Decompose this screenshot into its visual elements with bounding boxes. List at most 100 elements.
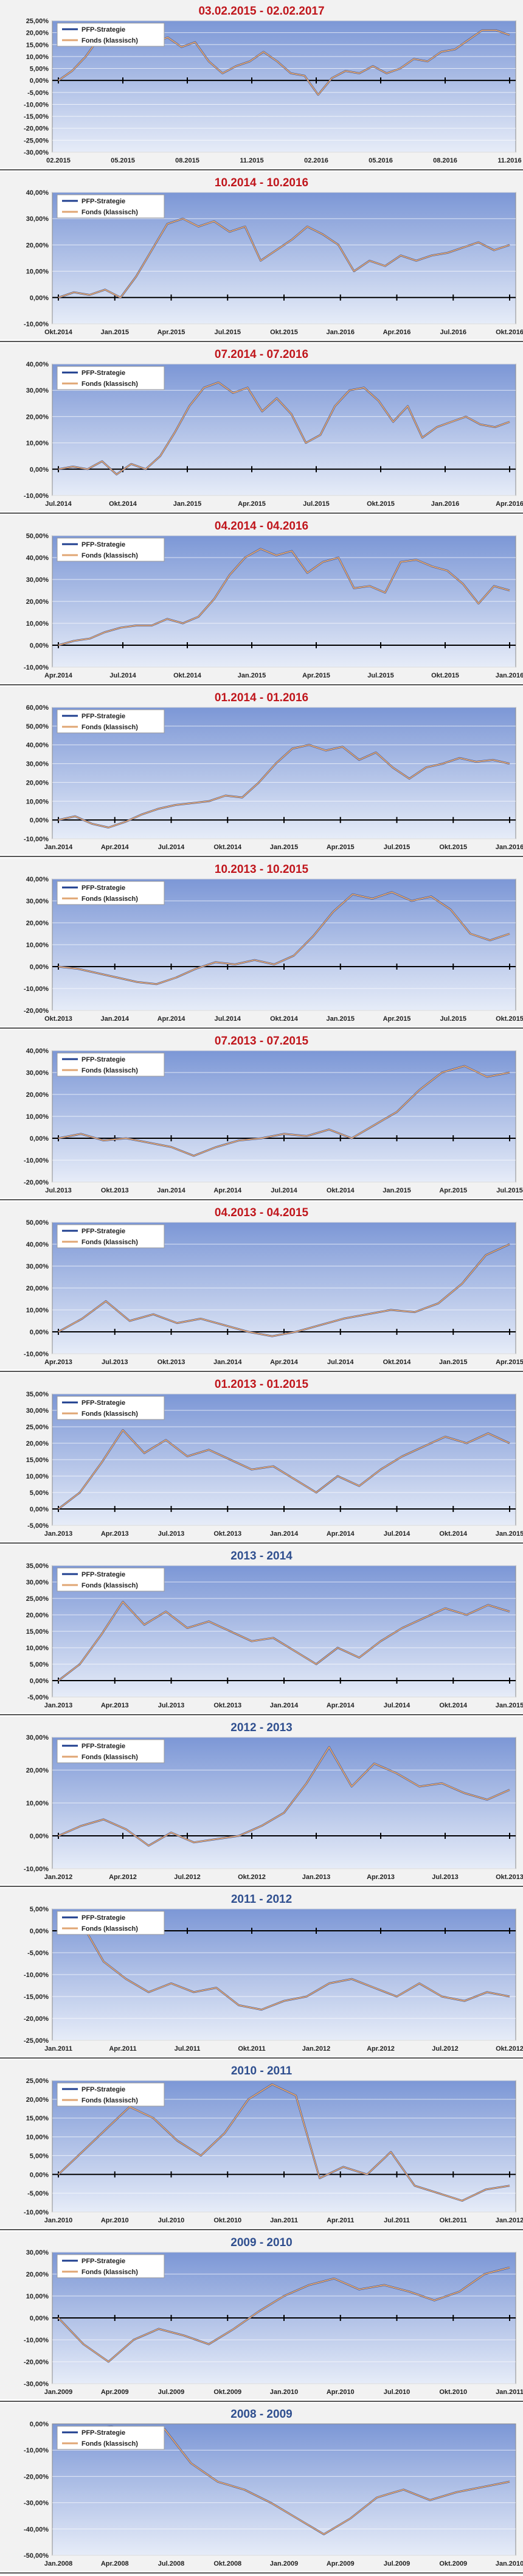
x-tick-label: Jan.2016 [431,500,459,508]
y-tick-label: 0,00% [30,2171,49,2179]
chart-title: 01.2013 - 01.2015 [215,1378,309,1391]
chart-panel-4: 04.2014 - 04.2016 50,00% 40,00% 30,00% 20,00… [0,515,523,685]
y-tick-label: 50,00% [26,1219,49,1227]
x-tick-label: Jan.2011 [496,2389,523,2396]
x-tick-label: Apr.2014 [270,1359,299,1366]
legend-label-strategy: PFP-Strategie [81,2258,125,2265]
x-tick-label: Okt.2015 [431,672,459,679]
x-tick-label: Apr.2010 [101,2217,129,2224]
chart-panel-8: 04.2013 - 04.2015 50,00% 40,00% 30,00% 20,00… [0,1202,523,1372]
chart-title: 03.02.2015 - 02.02.2017 [198,5,324,18]
y-tick-label: 50,00% [26,533,49,540]
y-tick-label: 20,00% [26,30,49,37]
chart-panel-9: 01.2013 - 01.2015 35,00% 30,00% 25,00% 20,00… [0,1373,523,1544]
y-tick-label: 10,00% [26,798,49,805]
legend: PFP-Strategie Fonds (klassisch) [57,2254,165,2278]
x-tick-label: Jul.2010 [158,2217,184,2224]
x-tick-label: Jan.2015 [496,1530,523,1538]
y-tick-label: 20,00% [26,1091,49,1099]
x-tick-label: Okt.2009 [439,2560,467,2567]
x-tick-label: Okt.2013 [496,1874,523,1881]
x-tick-label: Apr.2014 [44,672,73,679]
legend-box [57,537,165,562]
y-tick-label: 20,00% [26,1440,49,1447]
x-tick-label: Jan.2015 [173,500,201,508]
series-line-fund [58,382,510,475]
y-tick-label: 10,00% [26,942,49,949]
y-tick-label: -20,00% [24,2015,49,2023]
y-tick-label: 20,00% [26,1612,49,1619]
x-tick-label: Apr.2015 [439,1187,467,1194]
x-tick-label: Okt.2016 [496,329,523,336]
y-tick-label: -20,00% [24,125,49,133]
y-tick-label: 0,00% [30,295,49,302]
x-tick-label: Okt.2011 [238,2045,265,2053]
y-tick-label: 25,00% [26,2077,49,2085]
chart-title: 2011 - 2012 [231,1893,292,1906]
x-tick-label: Jul.2013 [45,1187,71,1194]
y-tick-label: 0,00% [30,964,49,971]
x-tick-label: Jan.2010 [270,2389,298,2396]
y-tick-label: -40,00% [24,2526,49,2533]
legend-box [57,2426,165,2450]
x-tick-label: Jul.2008 [158,2560,184,2567]
x-tick-label: Apr.2015 [496,1359,523,1366]
x-tick-label: Okt.2012 [238,1874,266,1881]
x-tick-label: Jan.2012 [302,2045,330,2053]
x-tick-label: Apr.2015 [327,844,355,851]
x-tick-label: Okt.2014 [439,1702,468,1709]
y-tick-label: -10,00% [24,664,49,671]
x-tick-label: Okt.2014 [173,672,202,679]
x-tick-label: Apr.2014 [158,1015,186,1023]
x-tick-label: Okt.2011 [440,2217,467,2224]
y-tick-label: 5,00% [30,1661,49,1668]
y-tick-label: -10,00% [24,1972,49,1979]
x-tick-label: Jan.2015 [327,1015,355,1023]
legend: PFP-Strategie Fonds (klassisch) [57,2426,165,2450]
y-tick-label: 40,00% [26,876,49,883]
legend-box [57,1567,165,1592]
x-tick-label: Okt.2014 [109,500,137,508]
chart-panel-5: 01.2014 - 01.2016 60,00% 50,00% 40,00% 30,00… [0,687,523,857]
y-tick-label: 50,00% [26,723,49,730]
legend: PFP-Strategie Fonds (klassisch) [57,709,165,733]
y-tick-label: 20,00% [26,242,49,249]
legend-label-fund: Fonds (klassisch) [81,1410,138,1418]
chart-title: 2012 - 2013 [230,1721,292,1734]
x-tick-label: Okt.2014 [270,1015,299,1023]
chart-panel-1: 03.02.2015 - 02.02.2017 25,00% 20,00% 15,00… [0,0,523,170]
y-tick-label: 0,00% [30,466,49,474]
y-tick-label: 0,00% [30,1135,49,1143]
y-tick-label: -5,00% [27,2190,49,2197]
y-tick-label: 60,00% [26,704,49,712]
x-tick-label: Jan.2011 [44,2045,72,2053]
y-tick-label: 40,00% [26,361,49,368]
y-tick-label: -5,00% [27,1694,49,1701]
legend-label-strategy: PFP-Strategie [81,198,125,205]
legend: PFP-Strategie Fonds (klassisch) [57,1052,165,1077]
x-tick-label: Okt.2013 [213,1530,241,1538]
chart-title: 04.2013 - 04.2015 [215,1206,309,1219]
y-tick-label: 10,00% [26,1113,49,1121]
x-tick-label: Jan.2016 [496,672,523,679]
y-tick-label: -10,00% [24,492,49,500]
y-tick-label: 10,00% [26,1800,49,1807]
x-tick-label: Okt.2012 [496,2045,523,2053]
x-tick-label: Apr.2009 [101,2389,129,2396]
x-tick-label: Jul.2015 [215,329,241,336]
legend-box [57,1739,165,1763]
legend-label-strategy: PFP-Strategie [81,1743,125,1750]
x-tick-label: Apr.2009 [327,2560,355,2567]
chart-panel-2: 10.2014 - 10.2016 40,00% 30,00% 20,00% 10,00… [0,172,523,342]
y-tick-label: 10,00% [26,1307,49,1314]
x-tick-label: Jan.2010 [496,2560,523,2567]
x-tick-label: 05.2016 [369,157,393,164]
y-tick-label: 20,00% [26,779,49,786]
legend-label-fund: Fonds (klassisch) [81,1925,138,1933]
y-tick-label: 25,00% [26,18,49,25]
x-tick-label: Jul.2014 [327,1359,354,1366]
legend-label-fund: Fonds (klassisch) [81,37,138,44]
x-tick-label: Jul.2010 [384,2389,410,2396]
y-tick-label: 25,00% [26,1595,49,1603]
legend: PFP-Strategie Fonds (klassisch) [57,2082,165,2107]
